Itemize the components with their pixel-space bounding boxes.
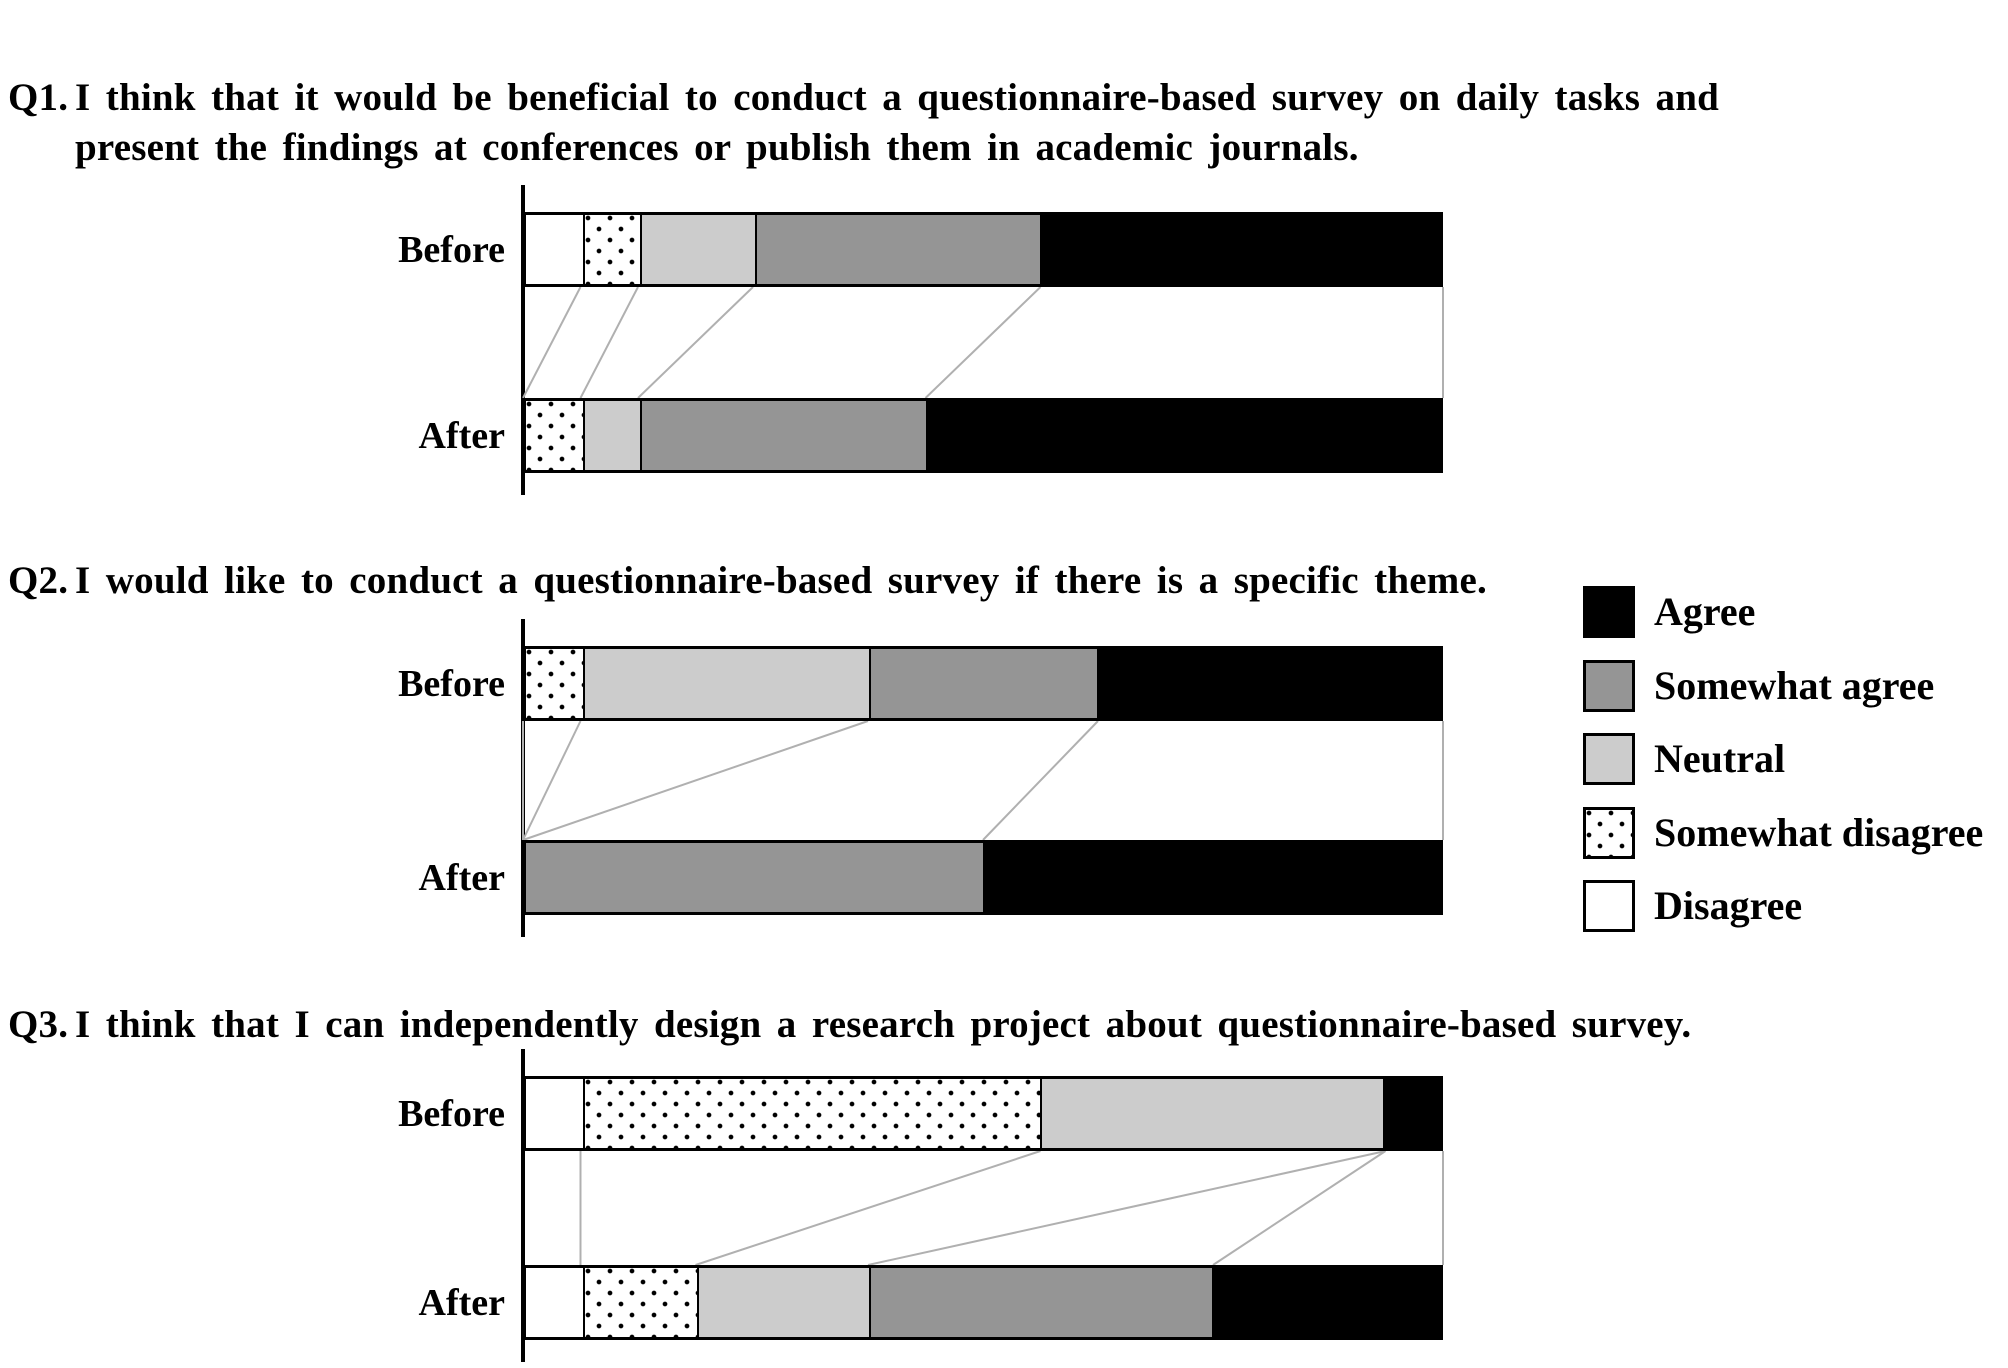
row-label-before: Before xyxy=(398,229,505,271)
bar-segment-somewhat-agree xyxy=(869,649,1097,718)
legend-swatch-disagree xyxy=(1583,880,1635,932)
bar-segment-agree xyxy=(1383,1079,1440,1148)
bar-segment-somewhat-agree xyxy=(755,215,1040,284)
bar-segment-disagree xyxy=(526,1079,583,1148)
row-label-after: After xyxy=(418,1282,505,1324)
row-label-before: Before xyxy=(398,1093,505,1135)
legend-label: Disagree xyxy=(1654,883,1803,928)
bar-segment-neutral xyxy=(640,215,755,284)
bar-segment-somewhat-disagree xyxy=(526,649,583,718)
question-number: Q3. xyxy=(8,1003,69,1046)
row-label-after: After xyxy=(418,415,505,457)
bar-segment-neutral xyxy=(583,649,869,718)
question-number: Q1. xyxy=(8,76,69,119)
bar-segment-agree xyxy=(1040,215,1440,284)
bar-segment-neutral xyxy=(1040,1079,1383,1148)
legend-label: Somewhat agree xyxy=(1654,662,1935,708)
stacked-bar-q1-before xyxy=(523,212,1443,287)
bar-segment-somewhat-disagree xyxy=(526,401,583,470)
stacked-bar-q2-before xyxy=(523,646,1443,721)
legend-label: Neutral xyxy=(1654,736,1786,781)
bar-segment-agree xyxy=(1212,1268,1440,1337)
stacked-bar-q3-before xyxy=(523,1076,1443,1151)
stacked-bar-q3-after xyxy=(523,1265,1443,1340)
stacked-bar-q1-after xyxy=(523,398,1443,473)
bar-segment-somewhat-agree xyxy=(640,401,926,470)
legend-swatch-somewhat-disagree xyxy=(1583,806,1635,859)
bar-segment-neutral xyxy=(697,1268,869,1337)
question-text-line: I would like to conduct a questionnaire-… xyxy=(75,559,1487,602)
bar-segment-agree xyxy=(983,843,1440,912)
question-text-line: I think that I can independently design … xyxy=(75,1003,1692,1046)
bar-segment-neutral xyxy=(583,401,640,470)
bar-segment-somewhat-agree xyxy=(869,1268,1212,1337)
stacked-bar-q2-after xyxy=(523,840,1443,915)
question-title: Q1. I think that it would be beneficial … xyxy=(8,73,1719,173)
question-number: Q2. xyxy=(8,559,69,602)
bar-segment-somewhat-disagree xyxy=(583,1268,697,1337)
bar-segment-disagree xyxy=(526,1268,583,1337)
legend-label: Somewhat disagree xyxy=(1654,809,1984,855)
bar-segment-disagree xyxy=(526,215,583,284)
row-label-after: After xyxy=(418,857,505,899)
question-text-line: I think that it would be beneficial to c… xyxy=(75,76,1719,119)
bar-segment-agree xyxy=(1097,649,1440,718)
question-title: Q2. I would like to conduct a questionna… xyxy=(8,556,1487,606)
legend-swatch-somewhat-agree xyxy=(1583,659,1635,712)
bar-segment-somewhat-disagree xyxy=(583,215,640,284)
bar-segment-somewhat-agree xyxy=(526,843,983,912)
bar-segment-agree xyxy=(926,401,1440,470)
question-title: Q3. I think that I can independently des… xyxy=(8,1000,1691,1050)
legend-swatch-agree xyxy=(1583,586,1635,638)
question-text-line: present the findings at conferences or p… xyxy=(75,126,1359,169)
legend-swatch-neutral xyxy=(1583,733,1635,785)
bar-segment-somewhat-disagree xyxy=(583,1079,1040,1148)
row-label-before: Before xyxy=(398,663,505,705)
legend-label: Agree xyxy=(1654,589,1756,634)
